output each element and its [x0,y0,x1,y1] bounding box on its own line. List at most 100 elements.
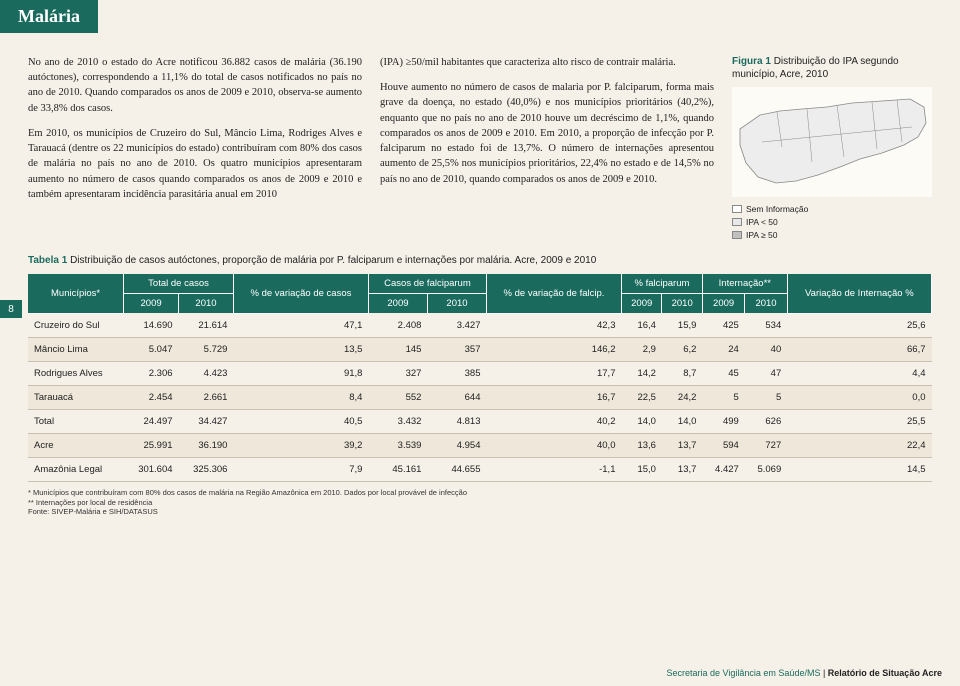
table-cell: Amazônia Legal [28,457,124,481]
table-cell: Mâncio Lima [28,337,124,361]
table-cell: 644 [427,385,486,409]
table-cell: 594 [702,433,744,457]
th-municipios: Municípios* [28,274,124,313]
table-cell: 13,7 [662,457,702,481]
column-2: (IPA) ≥50/mil habitantes que caracteriza… [380,55,714,241]
col1-para1: No ano de 2010 o estado do Acre notifico… [28,55,362,116]
table-cell: 0,0 [787,385,931,409]
table-cell: 14,5 [787,457,931,481]
table-cell: 14,2 [621,361,661,385]
table-row: Total24.49734.42740,53.4324.81340,214,01… [28,409,932,433]
table-cell: 66,7 [787,337,931,361]
table-wrap: 8 Municípios* Total de casos % de variaç… [28,274,932,482]
table-cell: 47,1 [233,313,368,337]
table-cell: 22,5 [621,385,661,409]
table-cell: 14,0 [662,409,702,433]
legend-label-1: IPA < 50 [746,216,778,229]
table-cell: Tarauacá [28,385,124,409]
table-cell: 14,0 [621,409,661,433]
table-cell: 2,9 [621,337,661,361]
column-1: No ano de 2010 o estado do Acre notifico… [28,55,362,241]
col1-para2: Em 2010, os municípios de Cruzeiro do Su… [28,126,362,202]
footnote-3: Fonte: SIVEP-Malária e SIH/DATASUS [28,507,932,517]
table-cell: 2.408 [368,313,427,337]
col2-para1: (IPA) ≥50/mil habitantes que caracteriza… [380,55,714,70]
table-cell: 2.454 [124,385,179,409]
legend-swatch-0 [732,205,742,213]
table-cell: 727 [745,433,787,457]
table-cell: Rodrigues Alves [28,361,124,385]
th-pct-falciparum: % falciparum [621,274,702,294]
page-number: 8 [0,300,22,318]
th-i-2010: 2010 [745,294,787,314]
footnotes: * Municípios que contribuíram com 80% do… [28,488,932,517]
table-cell: 13,5 [233,337,368,361]
th-falcip: Casos de falciparum [368,274,486,294]
table-cell: 6,2 [662,337,702,361]
table-cell: 40,5 [233,409,368,433]
footnote-1: * Municípios que contribuíram com 80% do… [28,488,932,498]
table-cell: 24,2 [662,385,702,409]
table-cell: 25,5 [787,409,931,433]
footer-right: Relatório de Situação Acre [828,668,942,678]
table-head: Municípios* Total de casos % de variação… [28,274,932,313]
table-cell: 40,2 [487,409,622,433]
table-cell: 4.423 [179,361,234,385]
table-cell: 34.427 [179,409,234,433]
page-footer: Secretaria de Vigilância em Saúde/MS | R… [667,668,942,678]
footer-sep: | [820,668,827,678]
th-internacao: Internação** [702,274,787,294]
table-cell: 2.306 [124,361,179,385]
table-cell: 17,7 [487,361,622,385]
table-title: Distribuição de casos autóctones, propor… [70,255,596,266]
table-cell: 7,9 [233,457,368,481]
table-cell: 5 [702,385,744,409]
table-cell: 15,0 [621,457,661,481]
table-cell: Acre [28,433,124,457]
table-cell: 4.954 [427,433,486,457]
figure-caption: Figura 1 Distribuição do IPA segundo mun… [732,55,932,81]
map-legend: Sem Informação IPA < 50 IPA ≥ 50 [732,203,932,241]
table-cell: 552 [368,385,427,409]
table-cell: 45.161 [368,457,427,481]
table-cell: 42,3 [487,313,622,337]
table-cell: 357 [427,337,486,361]
text-columns: No ano de 2010 o estado do Acre notifico… [28,55,932,241]
table-cell: Cruzeiro do Sul [28,313,124,337]
th-pf-2009: 2009 [621,294,661,314]
table-row: Amazônia Legal301.604325.3067,945.16144.… [28,457,932,481]
map-svg [732,87,932,197]
th-pct-falcip: % de variação de falcip. [487,274,622,313]
table-cell: 5.069 [745,457,787,481]
table-cell: 3.432 [368,409,427,433]
table-cell: 22,4 [787,433,931,457]
table-cell: 5.047 [124,337,179,361]
th-f-2010: 2010 [427,294,486,314]
page-title: Malária [0,0,98,33]
legend-swatch-2 [732,231,742,239]
table-cell: 36.190 [179,433,234,457]
table-row: Acre25.99136.19039,23.5394.95440,013,613… [28,433,932,457]
table-cell: 14.690 [124,313,179,337]
table-row: Cruzeiro do Sul14.69021.61447,12.4083.42… [28,313,932,337]
table-body: Cruzeiro do Sul14.69021.61447,12.4083.42… [28,313,932,481]
table-row: Rodrigues Alves2.3064.42391,832738517,71… [28,361,932,385]
table-cell: 24.497 [124,409,179,433]
table-cell: 16,7 [487,385,622,409]
table-cell: 3.427 [427,313,486,337]
table-cell: 24 [702,337,744,361]
table-cell: 626 [745,409,787,433]
table-cell: 13,6 [621,433,661,457]
legend-item-2: IPA ≥ 50 [732,229,932,242]
table-cell: 301.604 [124,457,179,481]
table-cell: 8,7 [662,361,702,385]
table-label: Tabela 1 [28,255,67,266]
table-cell: 3.539 [368,433,427,457]
table-cell: 327 [368,361,427,385]
th-var-intern: Variação de Internação % [787,274,931,313]
legend-label-0: Sem Informação [746,203,808,216]
figure-label: Figura 1 [732,56,771,67]
table-cell: 15,9 [662,313,702,337]
table-row: Tarauacá2.4542.6618,455264416,722,524,25… [28,385,932,409]
table-cell: 4.427 [702,457,744,481]
